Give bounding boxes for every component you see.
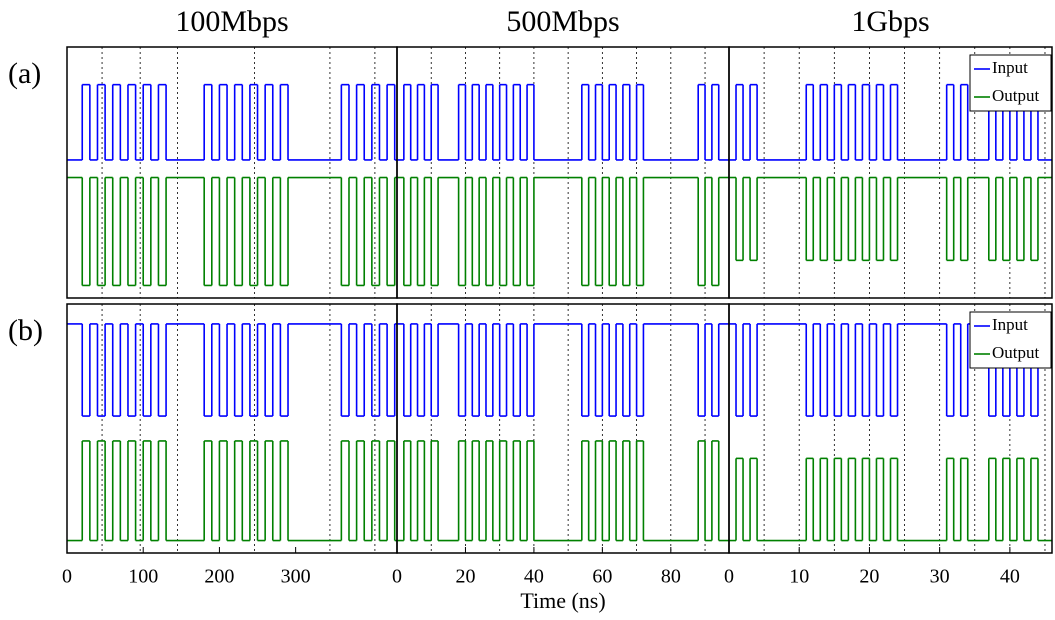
x-tick-label: 100 (128, 566, 158, 588)
column-title: 1Gbps (851, 5, 929, 38)
x-tick-label: 200 (204, 566, 234, 588)
x-tick-label: 0 (724, 566, 734, 588)
panel-frame (396, 303, 730, 554)
x-tick-label: 20 (859, 566, 879, 588)
legend-label: Output (992, 86, 1040, 105)
x-tick-label: 40 (524, 566, 544, 588)
column-title: 100Mbps (175, 5, 288, 38)
panel-frame (396, 46, 730, 299)
panel-frame (728, 303, 1053, 554)
panel-label: (a) (8, 57, 41, 90)
legend-box (969, 54, 1052, 112)
panel-frame (66, 303, 398, 554)
x-tick-label: 80 (661, 566, 681, 588)
x-tick-label: 60 (592, 566, 612, 588)
x-tick-label: 0 (392, 566, 402, 588)
x-tick-label: 20 (455, 566, 475, 588)
panel-label: (b) (8, 314, 43, 347)
x-axis-label: Time (ns) (520, 588, 605, 613)
x-tick-label: 300 (281, 566, 311, 588)
x-tick-label: 40 (1000, 566, 1020, 588)
legend-label: Input (992, 315, 1028, 334)
legend-box (969, 311, 1052, 369)
panel-frame (728, 46, 1053, 299)
x-tick-label: 10 (789, 566, 809, 588)
x-tick-label: 30 (930, 566, 950, 588)
legend-label: Output (992, 343, 1040, 362)
x-tick-label: 0 (62, 566, 72, 588)
column-title: 500Mbps (506, 5, 619, 38)
legend-label: Input (992, 58, 1028, 77)
